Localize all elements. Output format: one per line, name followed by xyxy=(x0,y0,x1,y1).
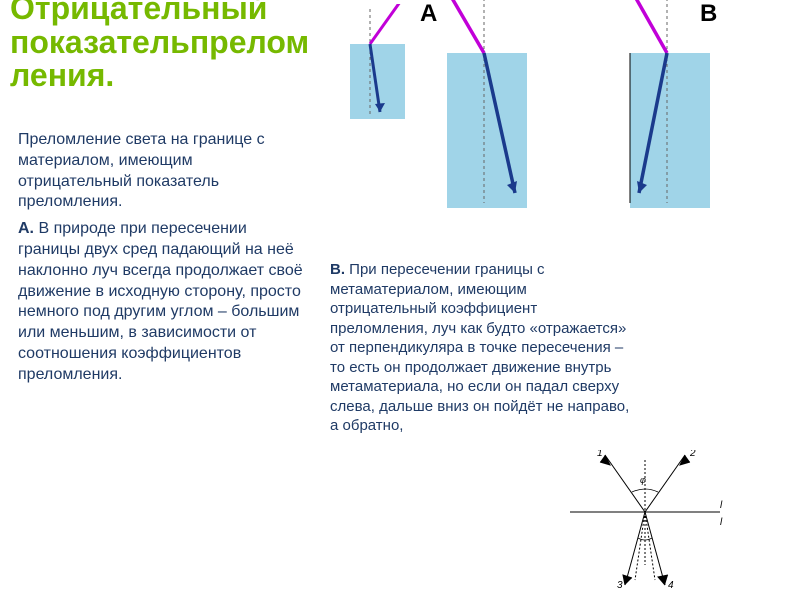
diagram-b-medium xyxy=(630,53,710,208)
paragraph-a: Преломление света на границе с материало… xyxy=(18,130,308,386)
angle-phi: φ xyxy=(640,475,646,485)
incident-ray xyxy=(370,4,400,44)
diagram-a2-medium xyxy=(447,53,527,208)
label-b: B. xyxy=(330,261,345,278)
num-3: 3 xyxy=(617,580,623,590)
letter-l2: l xyxy=(720,517,723,528)
small-schematic: 1 2 3 4 l l φ xyxy=(560,450,730,590)
text-b-body: При пересечении границы с метаматериалом… xyxy=(330,261,629,434)
incident-ray xyxy=(449,0,484,53)
slide-title: Отрицательный показательпреломления. xyxy=(10,0,320,93)
refracted-ray xyxy=(484,53,517,193)
paragraph-b: B. При пересечении границы с метаматериа… xyxy=(330,260,635,436)
num-4: 4 xyxy=(668,580,674,590)
num-1: 1 xyxy=(597,450,603,459)
letter-l1: l xyxy=(720,500,723,511)
text-a-body: В природе при пересечении границы двух с… xyxy=(18,220,303,383)
refracted-ray-negative xyxy=(637,53,667,193)
label-a: A. xyxy=(18,220,34,237)
refracted-ray xyxy=(370,44,385,112)
incident-ray xyxy=(633,0,667,53)
intro-text: Преломление света на границе с материало… xyxy=(18,130,308,213)
diagram-label-a: A xyxy=(420,0,437,28)
diagram-a1-medium xyxy=(350,44,405,119)
angle-arc-bottom xyxy=(638,538,652,540)
num-2: 2 xyxy=(689,450,696,459)
